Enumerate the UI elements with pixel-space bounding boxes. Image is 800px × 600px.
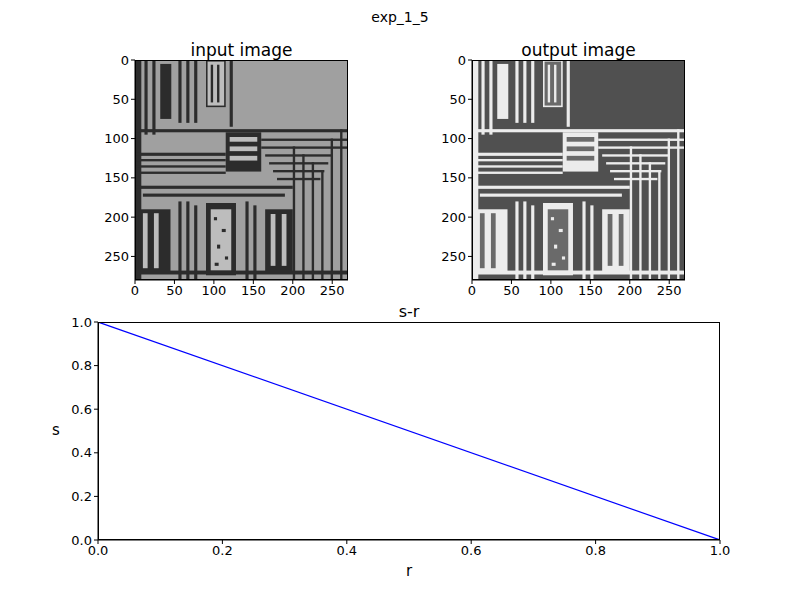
svg-text:0.6: 0.6 [71, 402, 92, 417]
svg-text:100: 100 [441, 131, 466, 146]
svg-text:0.6: 0.6 [461, 543, 482, 558]
svg-text:0.2: 0.2 [71, 489, 92, 504]
html-text:output image: output image [521, 40, 636, 60]
svg-text:50: 50 [449, 92, 466, 107]
html-text:s-r: s-r [398, 302, 420, 321]
svg-text:0.2: 0.2 [212, 543, 233, 558]
html-text:r: r [405, 562, 413, 580]
svg-text:100: 100 [104, 131, 129, 146]
svg-text:250: 250 [320, 283, 345, 298]
svg-text:1.0: 1.0 [71, 315, 92, 330]
svg-text:150: 150 [241, 283, 266, 298]
svg-text:0: 0 [458, 53, 466, 68]
html-text:exp_1_5: exp_1_5 [371, 9, 429, 25]
svg-text:0.0: 0.0 [87, 543, 109, 559]
svg-text:1.0: 1.0 [710, 543, 731, 558]
svg-text:200: 200 [104, 210, 129, 225]
svg-text:0: 0 [131, 283, 139, 298]
svg-text:250: 250 [657, 283, 682, 298]
svg-text:50: 50 [503, 283, 520, 298]
svg-text:200: 200 [441, 210, 466, 225]
svg-text:0.8: 0.8 [71, 358, 92, 373]
svg-text:0.4: 0.4 [71, 445, 92, 460]
svg-text:200: 200 [617, 283, 642, 298]
svg-text:50: 50 [166, 283, 183, 298]
svg-text:0.8: 0.8 [585, 543, 606, 558]
svg-text:200: 200 [280, 283, 305, 298]
svg-text:100: 100 [538, 283, 563, 298]
svg-text:250: 250 [104, 249, 129, 264]
svg-text:100: 100 [201, 283, 226, 298]
svg-text:50: 50 [112, 92, 129, 107]
html-text:input image: input image [190, 40, 293, 60]
svg-text:0: 0 [121, 53, 129, 68]
svg-text:0.0: 0.0 [71, 533, 92, 548]
html-text:s: s [52, 421, 60, 439]
svg-text:150: 150 [578, 283, 603, 298]
svg-text:250: 250 [441, 249, 466, 264]
svg-text:0.4: 0.4 [336, 543, 357, 558]
svg-text:0: 0 [468, 283, 476, 298]
svg-text:150: 150 [104, 170, 129, 185]
svg-text:150: 150 [441, 170, 466, 185]
